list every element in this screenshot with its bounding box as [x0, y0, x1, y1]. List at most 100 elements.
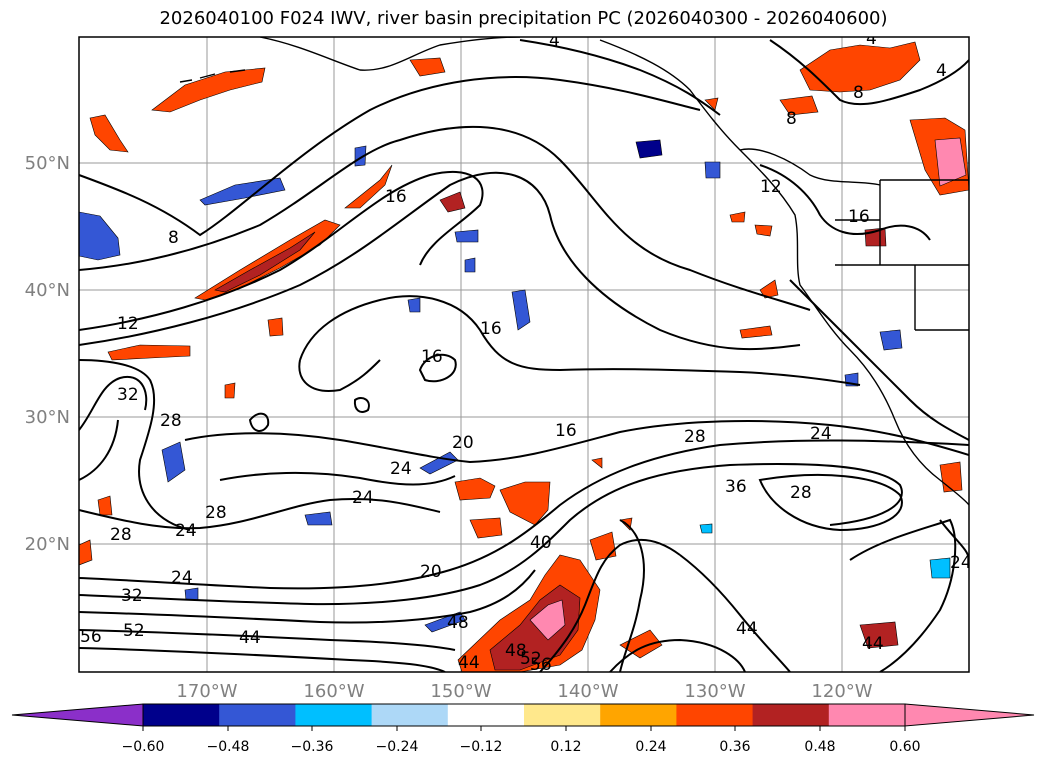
contour-label: 16: [385, 187, 407, 207]
contour-label: 52: [520, 649, 542, 669]
contour-label: 56: [80, 627, 102, 647]
precip-patch: [934, 137, 967, 187]
lat-label: 20°N: [25, 534, 70, 555]
precip-patch: [635, 139, 663, 159]
colorbar-ticks: [142, 726, 906, 731]
iwv-contour: [299, 295, 861, 386]
iwv-contour: [79, 359, 191, 531]
precip-patch: [107, 344, 191, 361]
colorbar-segment: [447, 704, 525, 726]
contour-label: 24: [175, 521, 197, 541]
coastline-bc: [739, 148, 881, 186]
iwv-contour: [79, 170, 484, 331]
colorbar-segment: [828, 704, 906, 726]
iwv-contour: [418, 353, 457, 383]
iwv-contour: [79, 569, 536, 624]
contour-label: 28: [790, 483, 812, 503]
colorbar-tick-label: 0.12: [550, 739, 581, 755]
contour-label: 28: [684, 427, 706, 447]
precip-patch: [704, 161, 721, 179]
precip-patch: [591, 457, 603, 469]
precip-patch: [89, 114, 129, 153]
precip-patch: [184, 587, 199, 601]
colorbar-extend-low: [11, 703, 144, 727]
precip-patch: [407, 297, 421, 313]
contour-label: 32: [121, 586, 143, 606]
contour-label: 4: [866, 29, 877, 49]
contour-label: 4: [936, 61, 947, 81]
precip-patch: [511, 289, 531, 331]
precip-patch: [199, 177, 286, 206]
iwv-contour: [79, 629, 456, 651]
coastline-alaska: [259, 37, 521, 71]
iwv-contour: [759, 164, 931, 241]
map-title: 2026040100 F024 IWV, river basin precipi…: [159, 8, 888, 29]
colorbar-tick-label: −0.48: [207, 739, 250, 755]
iwv-contour: [619, 519, 645, 672]
precip-patch: [464, 257, 476, 273]
coastline-aleutians: [179, 69, 246, 83]
contour-label: 16: [848, 207, 870, 227]
contour-label: 28: [110, 525, 132, 545]
precip-patch: [859, 621, 899, 649]
colorbar-segment: [752, 704, 830, 726]
lon-label: 160°W: [303, 681, 364, 702]
contour-label: 48: [505, 641, 527, 661]
coastlines: [179, 37, 969, 506]
iwv-contour: [298, 359, 381, 392]
iwv-contour: [789, 279, 969, 441]
contour-label: 12: [117, 314, 139, 334]
contour-label: 40: [530, 533, 552, 553]
iwv-contour: [679, 554, 791, 672]
iwv-contour: [849, 518, 957, 672]
precip-patch: [214, 231, 316, 293]
map-frame: [78, 36, 970, 673]
iwv-contour: [79, 125, 811, 311]
iwv-contour: [219, 471, 456, 486]
colorbar-tick-label: −0.24: [376, 739, 419, 755]
lat-label: 50°N: [25, 153, 70, 174]
precip-patch: [151, 67, 266, 113]
colorbar-segment: [676, 704, 754, 726]
colorbar: −0.60 −0.48 −0.36 −0.24 −0.12 0.12 0.24 …: [11, 703, 1035, 755]
contour-label: 28: [205, 503, 227, 523]
iwv-contour: [79, 498, 441, 530]
colorbar-tick-label: −0.12: [460, 739, 503, 755]
precip-patch: [79, 211, 121, 261]
colorbar-segment: [295, 704, 373, 726]
iwv-contour: [539, 538, 681, 672]
precip-patch: [729, 211, 746, 223]
colorbar-segment: [143, 704, 220, 726]
iwv-contour: [519, 39, 721, 116]
contour-label: 24: [810, 424, 832, 444]
lat-label: 30°N: [25, 407, 70, 428]
precip-patch: [409, 57, 446, 77]
contour-label: 28: [160, 411, 182, 431]
contour-label: 44: [736, 619, 758, 639]
precip-patch: [454, 477, 496, 501]
precip-patch: [469, 517, 503, 539]
precip-patch: [354, 145, 367, 167]
precip-patch: [529, 599, 566, 641]
colorbar-segment: [371, 704, 449, 726]
contour-label: 44: [458, 653, 480, 673]
colorbar-tick-label: 0.48: [804, 739, 835, 755]
colorbar-tick-label: 0.24: [635, 739, 666, 755]
colorbar-tick-label: −0.60: [122, 739, 165, 755]
map-plot-area: 4 4 4 8 8 8 12 12 16 16 16 16 16 20 20 2…: [79, 29, 972, 673]
iwv-contour: [758, 474, 903, 532]
precip-patch: [499, 481, 551, 526]
iwv-contour: [79, 76, 701, 237]
contour-label: 8: [168, 228, 179, 248]
iwv-contour: [769, 39, 969, 106]
contour-label: 24: [950, 553, 972, 573]
lon-label: 130°W: [684, 681, 745, 702]
precip-patch: [224, 382, 236, 399]
precip-patch: [161, 441, 186, 483]
contour-label: 4: [549, 31, 560, 51]
colorbar-extend-high: [904, 703, 1035, 727]
contour-label: 44: [862, 634, 884, 654]
latitude-labels: 50°N 40°N 30°N 20°N: [25, 153, 70, 555]
precip-patch: [589, 531, 617, 561]
